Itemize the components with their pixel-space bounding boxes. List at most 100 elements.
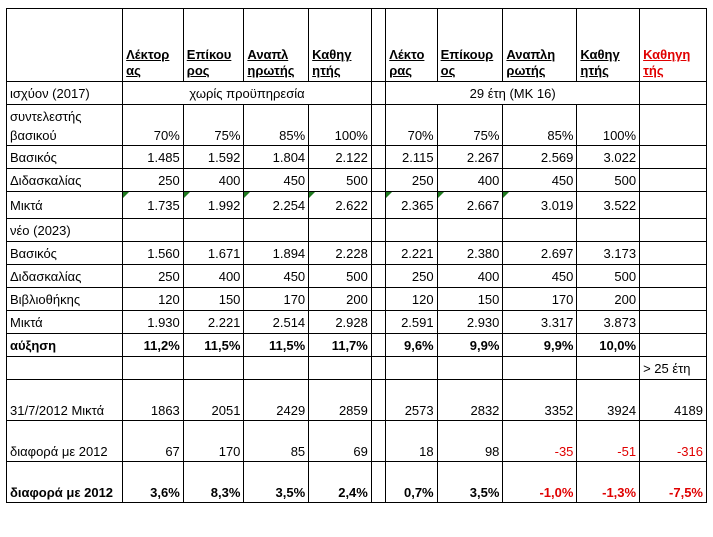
cell: 0,7%: [385, 461, 438, 503]
cell: 1.992: [182, 191, 245, 219]
col-header: Επίκου ρος: [182, 8, 245, 82]
cell: 170: [182, 420, 245, 462]
row-label: Διδασκαλίας: [5, 264, 124, 288]
cell: 2.115: [385, 145, 438, 169]
col-header: Αναπλη ρωτής: [502, 8, 578, 82]
cell: 11,5%: [243, 333, 310, 357]
cell: 2.122: [308, 145, 372, 169]
cell: 1.592: [182, 145, 245, 169]
cell: 3.022: [576, 145, 641, 169]
table-row: Διδασκαλίας 250 400 450 500 250 400 450 …: [5, 168, 707, 192]
empty-cell: [243, 356, 310, 380]
cell: 170: [243, 287, 310, 311]
cell: 2.667: [436, 191, 504, 219]
cell: 3.317: [502, 310, 578, 334]
cell: 3.173: [576, 241, 641, 265]
cell: 3,6%: [122, 461, 184, 503]
row-label: διαφορά με 2012: [5, 420, 124, 462]
cell: 3,5%: [436, 461, 504, 503]
empty-cell: [639, 264, 707, 288]
cell: 98: [436, 420, 504, 462]
cell: 120: [122, 287, 184, 311]
cell: 9,9%: [502, 333, 578, 357]
cell: 400: [182, 168, 245, 192]
gap-cell: [370, 310, 387, 334]
cell: 85%: [502, 104, 578, 146]
cell: 500: [308, 264, 372, 288]
cell: 2429: [243, 379, 310, 421]
empty-cell: [243, 218, 310, 242]
empty-cell: [436, 356, 504, 380]
cell: 200: [576, 287, 641, 311]
diff-row: διαφορά με 2012 67 170 85 69 18 98 -35 -…: [5, 420, 707, 462]
cell: 2.569: [502, 145, 578, 169]
gap-cell: [370, 218, 387, 242]
cell: 9,9%: [436, 333, 504, 357]
gap-cell: [370, 356, 387, 380]
cell: 100%: [308, 104, 372, 146]
cell: 2.380: [436, 241, 504, 265]
gap-cell: [370, 264, 387, 288]
cell: 1863: [122, 379, 184, 421]
cell: 1.894: [243, 241, 310, 265]
cell: 2.365: [385, 191, 438, 219]
row-label: 31/7/2012 Μικτά: [5, 379, 124, 421]
over25-label: > 25 έτη: [639, 356, 707, 380]
cell: 170: [502, 287, 578, 311]
cell: 1.735: [122, 191, 184, 219]
cell: 450: [243, 168, 310, 192]
cell: 2.591: [385, 310, 438, 334]
cell: -1,3%: [576, 461, 641, 503]
col-header: Καθηγη τής: [639, 8, 707, 82]
cell: 250: [122, 264, 184, 288]
diff-pct-row: διαφορά με 2012 3,6% 8,3% 3,5% 2,4% 0,7%…: [5, 461, 707, 503]
col-header: Λέκτορ ας: [122, 8, 184, 82]
group-label: χωρίς προϋπηρεσία: [122, 81, 372, 105]
cell: 2.622: [308, 191, 372, 219]
cell: 8,3%: [182, 461, 245, 503]
cell: 75%: [436, 104, 504, 146]
cell: -1,0%: [502, 461, 578, 503]
empty-cell: [576, 356, 641, 380]
cell: 11,2%: [122, 333, 184, 357]
cell: 1.560: [122, 241, 184, 265]
cell: 2832: [436, 379, 504, 421]
cell: 11,5%: [182, 333, 245, 357]
table-row: Διδασκαλίας 250 400 450 500 250 400 450 …: [5, 264, 707, 288]
gap-cell: [370, 145, 387, 169]
table-row: Βασικός 1.485 1.592 1.804 2.122 2.115 2.…: [5, 145, 707, 169]
cell: 2051: [182, 379, 245, 421]
empty-cell: [639, 333, 707, 357]
group-label: 29 έτη (ΜΚ 16): [385, 81, 641, 105]
cell: 3.019: [502, 191, 578, 219]
increase-row: αύξηση 11,2% 11,5% 11,5% 11,7% 9,6% 9,9%…: [5, 333, 707, 357]
cell: 70%: [122, 104, 184, 146]
cell: -7,5%: [639, 461, 707, 503]
gap-cell: [370, 379, 387, 421]
cell: 2.228: [308, 241, 372, 265]
cell: 70%: [385, 104, 438, 146]
cell: 400: [182, 264, 245, 288]
cell: 500: [576, 168, 641, 192]
cell: 67: [122, 420, 184, 462]
empty-cell: [182, 218, 245, 242]
empty-cell: [308, 356, 372, 380]
cell: 2.514: [243, 310, 310, 334]
col-header: Καθηγ ητής: [576, 8, 641, 82]
section-2023-row: νέο (2023): [5, 218, 707, 242]
empty-cell: [502, 218, 578, 242]
table-row: Μικτά 1.930 2.221 2.514 2.928 2.591 2.93…: [5, 310, 707, 334]
cell: 18: [385, 420, 438, 462]
cell: 2.221: [385, 241, 438, 265]
cell: -316: [639, 420, 707, 462]
cell: 3924: [576, 379, 641, 421]
cell: 75%: [182, 104, 245, 146]
table-row: Βασικός 1.560 1.671 1.894 2.228 2.221 2.…: [5, 241, 707, 265]
table-row: Βιβλιοθήκης 120 150 170 200 120 150 170 …: [5, 287, 707, 311]
empty-cell: [639, 218, 707, 242]
section-label: ισχύον (2017): [5, 81, 124, 105]
cell: 120: [385, 287, 438, 311]
col-header: Αναπλ ηρωτής: [243, 8, 310, 82]
row-label: Μικτά: [5, 310, 124, 334]
empty-cell: [639, 241, 707, 265]
